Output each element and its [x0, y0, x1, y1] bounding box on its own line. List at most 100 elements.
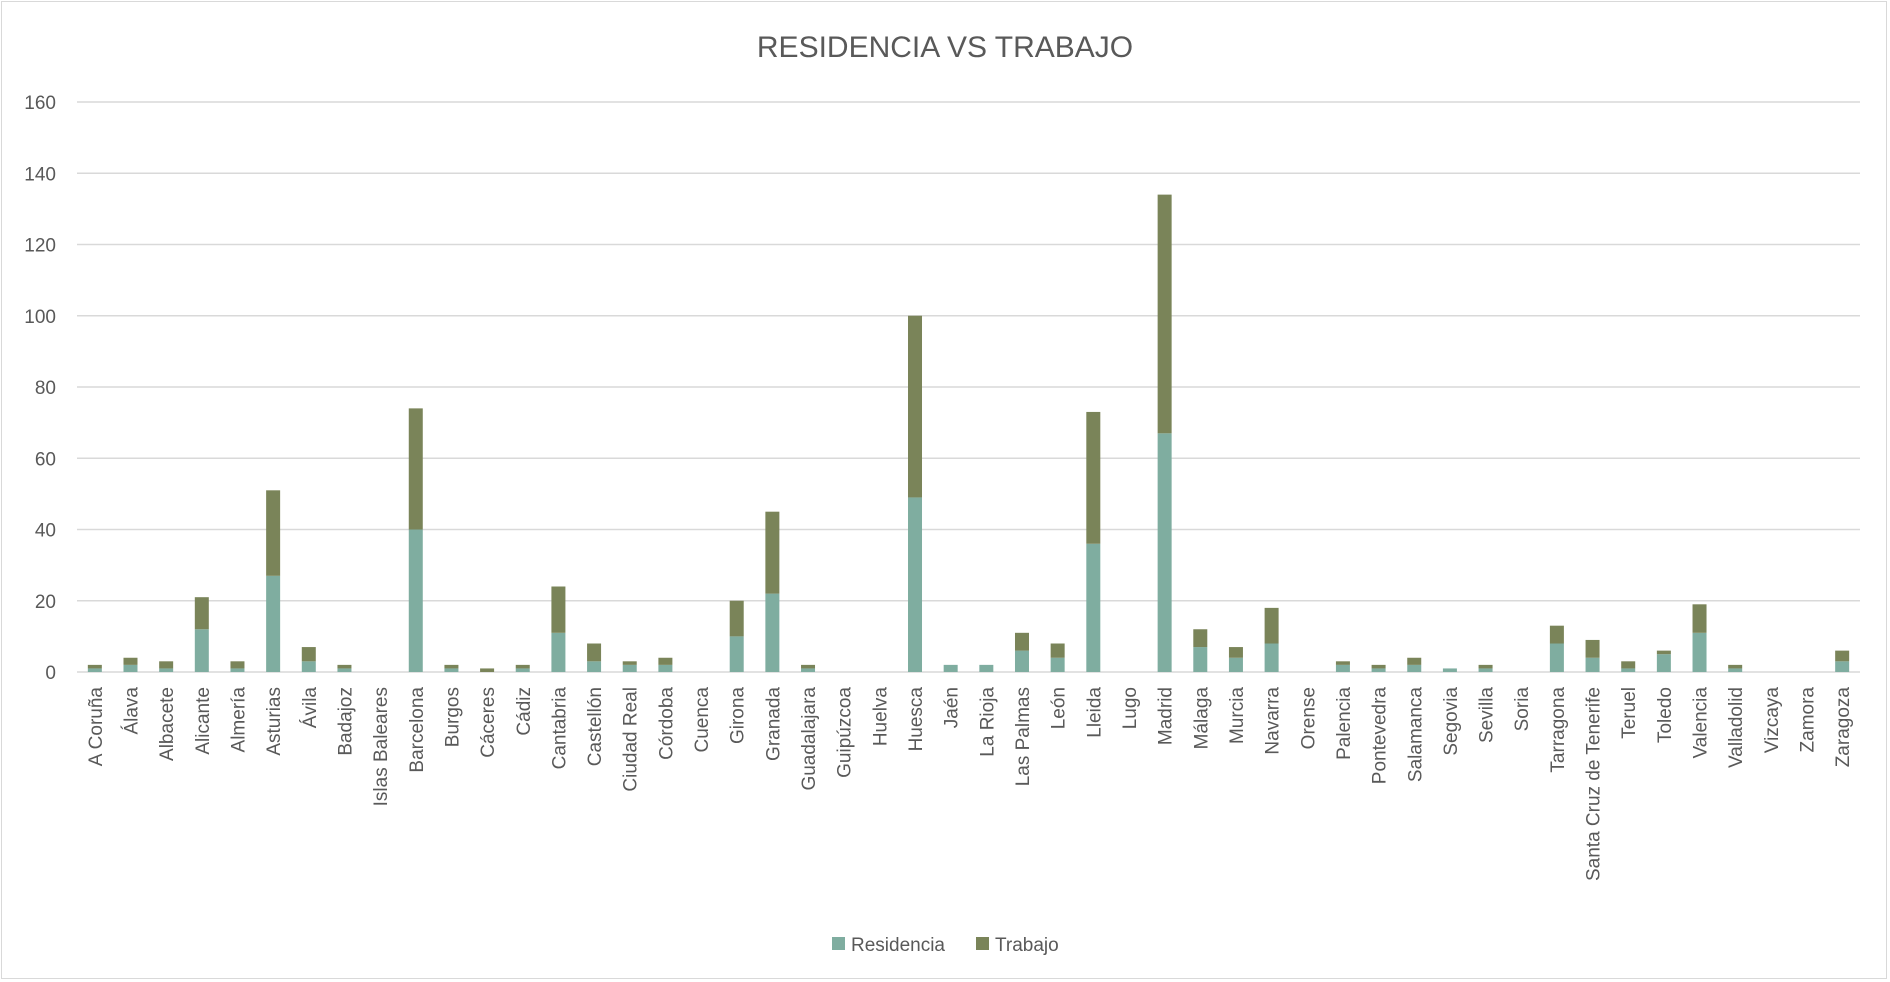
y-tick-label: 140 — [24, 164, 56, 185]
x-tick-label: Pontevedra — [1370, 687, 1391, 785]
bar-trabajo — [1050, 643, 1065, 658]
bar-residencia — [515, 668, 530, 672]
bar-residencia — [1692, 632, 1707, 672]
x-tick-label: Cádiz — [514, 687, 535, 736]
bar-trabajo — [1193, 629, 1208, 648]
bar-trabajo — [1335, 661, 1350, 665]
bar-trabajo — [266, 490, 281, 576]
bar-trabajo — [622, 661, 637, 665]
bar-residencia — [1728, 668, 1743, 672]
bar-residencia — [123, 664, 138, 672]
x-tick-label: Salamanca — [1405, 687, 1426, 782]
bar-trabajo — [1407, 657, 1422, 665]
bar-residencia — [1371, 668, 1386, 672]
x-axis: A Coruña Álava Albacete Alicante Almería Astu… — [86, 687, 1854, 881]
bar-residencia — [658, 664, 673, 672]
bar-residencia — [337, 668, 352, 672]
x-tick-label: A Coruña — [86, 687, 107, 767]
bar-trabajo — [87, 664, 102, 669]
bar-residencia — [1335, 664, 1350, 672]
x-tick-label: Segovia — [1441, 687, 1462, 756]
x-tick-label: Soria — [1512, 687, 1533, 732]
x-tick-label: Teruel — [1619, 687, 1640, 739]
bar-trabajo — [658, 657, 673, 665]
x-tick-label: Badajoz — [335, 687, 356, 756]
x-tick-label: Jaén — [942, 687, 963, 728]
bar-trabajo — [1656, 650, 1671, 655]
bar-residencia — [301, 661, 316, 672]
bar-residencia — [943, 664, 958, 672]
bar-residencia — [230, 668, 245, 672]
x-tick-label: Zamora — [1798, 687, 1819, 753]
x-tick-label: Madrid — [1156, 687, 1177, 745]
x-tick-label: Cáceres — [478, 687, 499, 758]
bar-residencia — [1264, 643, 1279, 672]
y-tick-label: 0 — [45, 663, 56, 684]
bar-residencia — [1050, 657, 1065, 672]
bar-residencia — [1656, 654, 1671, 672]
x-tick-label: Toledo — [1655, 687, 1676, 743]
y-tick-label: 160 — [24, 93, 56, 114]
bar-residencia — [1014, 650, 1029, 672]
x-tick-label: Navarra — [1263, 687, 1284, 755]
legend-swatch-residencia — [832, 937, 845, 950]
x-tick-label: La Rioja — [977, 687, 998, 757]
bar-trabajo — [1086, 411, 1101, 544]
bar-trabajo — [908, 315, 923, 498]
bar-trabajo — [1157, 194, 1172, 434]
bar-trabajo — [1264, 607, 1279, 644]
bar-residencia — [159, 668, 174, 672]
bar-trabajo — [1478, 664, 1493, 669]
x-tick-label: Orense — [1298, 687, 1319, 749]
bar-trabajo — [159, 661, 174, 669]
x-tick-label: Ciudad Real — [621, 687, 642, 792]
bar-trabajo — [587, 643, 602, 662]
bar-trabajo — [123, 657, 138, 665]
bar-residencia — [587, 661, 602, 672]
bar-residencia — [444, 668, 459, 672]
bars — [87, 194, 1850, 672]
bar-residencia — [1585, 657, 1600, 672]
x-tick-label: Almería — [228, 687, 249, 753]
x-tick-label: Santa Cruz de Tenerife — [1584, 687, 1605, 881]
bar-trabajo — [515, 664, 530, 669]
x-tick-label: Murcia — [1227, 687, 1248, 744]
x-tick-label: Barcelona — [407, 687, 428, 773]
legend-label-trabajo: Trabajo — [995, 935, 1059, 956]
y-tick-label: 40 — [35, 521, 56, 542]
x-tick-label: Tarragona — [1548, 687, 1569, 773]
bar-residencia — [1478, 668, 1493, 672]
y-tick-label: 80 — [35, 378, 56, 399]
bar-trabajo — [480, 668, 495, 672]
bar-trabajo — [551, 586, 566, 633]
bar-residencia — [551, 632, 566, 672]
bar-residencia — [1442, 668, 1457, 672]
bar-residencia — [622, 664, 637, 672]
x-tick-label: Castellón — [585, 687, 606, 766]
bar-residencia — [1835, 661, 1850, 672]
x-tick-label: Lugo — [1120, 687, 1141, 729]
bar-trabajo — [1621, 661, 1636, 669]
x-tick-label: Alicante — [193, 687, 214, 755]
bar-residencia — [1549, 643, 1564, 672]
chart-title: RESIDENCIA VS TRABAJO — [757, 31, 1133, 64]
bar-trabajo — [444, 664, 459, 669]
x-tick-label: Cuenca — [692, 687, 713, 753]
bar-residencia — [87, 668, 102, 672]
y-tick-label: 60 — [35, 449, 56, 470]
legend: Residencia Trabajo — [832, 935, 1059, 956]
x-tick-label: Ávila — [300, 687, 321, 729]
bar-residencia — [1407, 664, 1422, 672]
y-tick-label: 100 — [24, 307, 56, 328]
x-tick-label: Valladolid — [1726, 687, 1747, 768]
x-tick-label: Guipúzcoa — [835, 687, 856, 778]
x-tick-label: Lleida — [1084, 687, 1105, 738]
bar-trabajo — [1728, 664, 1743, 669]
bar-trabajo — [337, 664, 352, 669]
y-tick-label: 20 — [35, 592, 56, 613]
bar-residencia — [729, 636, 744, 672]
bar-residencia — [1086, 543, 1101, 672]
x-tick-label: Islas Baleares — [371, 687, 392, 806]
